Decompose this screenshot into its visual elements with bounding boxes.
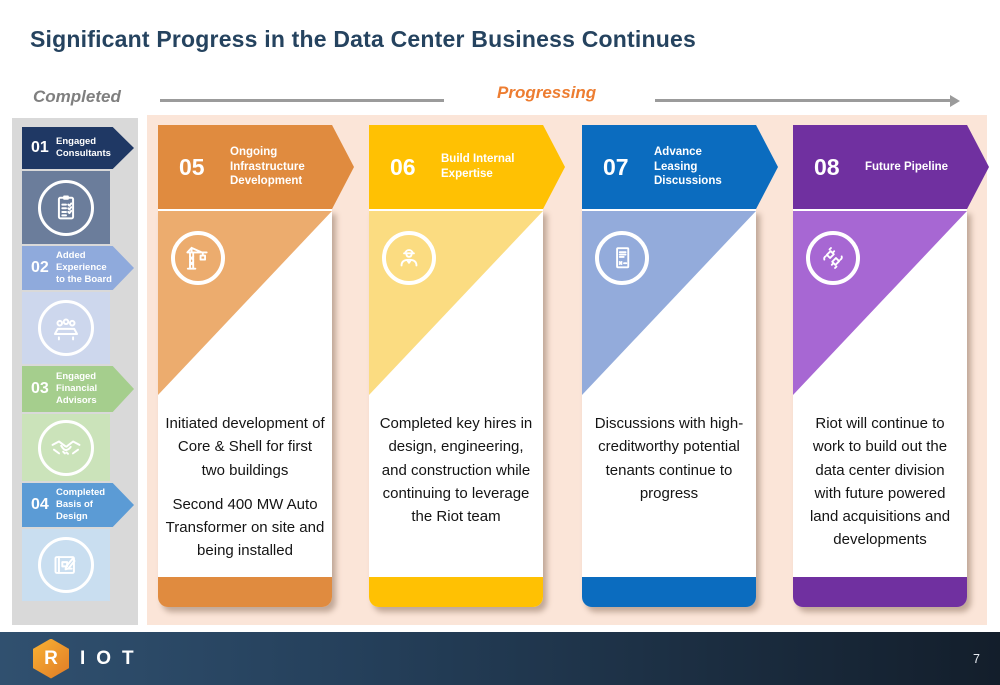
riot-hexagon-icon: R [33, 638, 69, 679]
step-label: Engaged Consultants [56, 136, 111, 159]
clipboard-checklist-icon [38, 179, 94, 236]
card-text: Completed key hires in design, engineeri… [369, 412, 543, 528]
card-text: Initiated development of Core & Shell fo… [158, 412, 332, 563]
completed-panel: 01 Engaged Consultants 02 Added Experien… [12, 118, 138, 625]
card-advance-leasing: 07 Advance Leasing Discussions Discussio… [582, 125, 778, 607]
completed-icon-block-3 [22, 414, 110, 481]
card-number: 08 [814, 153, 840, 180]
page-number: 7 [973, 651, 980, 666]
completed-icon-block-2 [22, 292, 110, 364]
card-number: 05 [179, 153, 205, 180]
riot-logo: R IOT [33, 638, 145, 679]
completed-item-added-experience: 02 Added Experience to the Board [22, 246, 134, 290]
completed-icon-block-1 [22, 171, 110, 244]
card-future-pipeline: 08 Future Pipeline Riot will continue to… [793, 125, 989, 607]
completed-item-engaged-consultants: 01 Engaged Consultants [22, 127, 134, 169]
card-ongoing-infrastructure: 05 Ongoing Infrastructure Development [158, 125, 354, 607]
card-paragraph: Completed key hires in design, engineeri… [379, 415, 533, 525]
step-number: 01 [31, 139, 49, 156]
progressing-arrow-right [655, 95, 960, 106]
card-body: Discussions with high-creditworthy poten… [582, 209, 756, 607]
card-body: Riot will continue to work to build out … [793, 209, 967, 607]
card-bottom-bar [158, 577, 332, 607]
step-number: 02 [31, 259, 49, 276]
riot-logo-text: IOT [80, 647, 145, 669]
riot-logo-initial: R [44, 647, 58, 669]
progressing-line-left [160, 99, 444, 102]
card-title: Advance Leasing Discussions [654, 145, 722, 188]
footer-bar: R IOT 7 [0, 632, 1000, 685]
lease-document-icon [595, 231, 649, 285]
card-header: 08 Future Pipeline [793, 125, 989, 209]
card-text: Discussions with high-creditworthy poten… [582, 412, 756, 505]
card-bottom-bar [369, 577, 543, 607]
card-body: Initiated development of Core & Shell fo… [158, 209, 332, 607]
blueprint-icon [38, 537, 94, 593]
card-number: 07 [603, 153, 629, 180]
step-label: Engaged Financial Advisors [56, 371, 98, 406]
step-number: 03 [31, 380, 49, 397]
card-paragraph: Riot will continue to work to build out … [809, 415, 951, 549]
completed-icon-block-4 [22, 529, 110, 601]
engineer-icon [382, 231, 436, 285]
card-build-internal-expertise: 06 Build Internal Expertise Completed ke… [369, 125, 565, 607]
card-bottom-bar [793, 577, 967, 607]
card-number: 06 [390, 153, 416, 180]
power-connection-icon [806, 231, 860, 285]
card-header: 05 Ongoing Infrastructure Development [158, 125, 354, 209]
completed-section-label: Completed [33, 87, 121, 106]
card-header: 07 Advance Leasing Discussions [582, 125, 778, 209]
handshake-icon [38, 419, 94, 476]
page-title: Significant Progress in the Data Center … [30, 26, 696, 52]
card-paragraph: Discussions with high-creditworthy poten… [594, 415, 744, 502]
completed-item-basis-of-design: 04 Completed Basis of Design [22, 483, 134, 527]
card-paragraph: Second 400 MW Auto Transformer on site a… [165, 495, 325, 560]
progressing-panel: 05 Ongoing Infrastructure Development [147, 115, 989, 625]
card-bottom-bar [582, 577, 756, 607]
board-meeting-icon [38, 300, 94, 356]
step-label: Added Experience to the Board [56, 250, 112, 285]
card-title: Build Internal Expertise [441, 153, 515, 180]
card-header: 06 Build Internal Expertise [369, 125, 565, 209]
card-text: Riot will continue to work to build out … [793, 412, 967, 552]
construction-crane-icon [171, 231, 225, 285]
card-body: Completed key hires in design, engineeri… [369, 209, 543, 607]
step-number: 04 [31, 496, 49, 513]
step-label: Completed Basis of Design [56, 487, 106, 522]
card-paragraph: Initiated development of Core & Shell fo… [165, 415, 325, 479]
card-title: Ongoing Infrastructure Development [230, 145, 305, 188]
card-title: Future Pipeline [865, 160, 949, 173]
progressing-section-label: Progressing [497, 83, 597, 102]
completed-item-financial-advisors: 03 Engaged Financial Advisors [22, 366, 134, 412]
